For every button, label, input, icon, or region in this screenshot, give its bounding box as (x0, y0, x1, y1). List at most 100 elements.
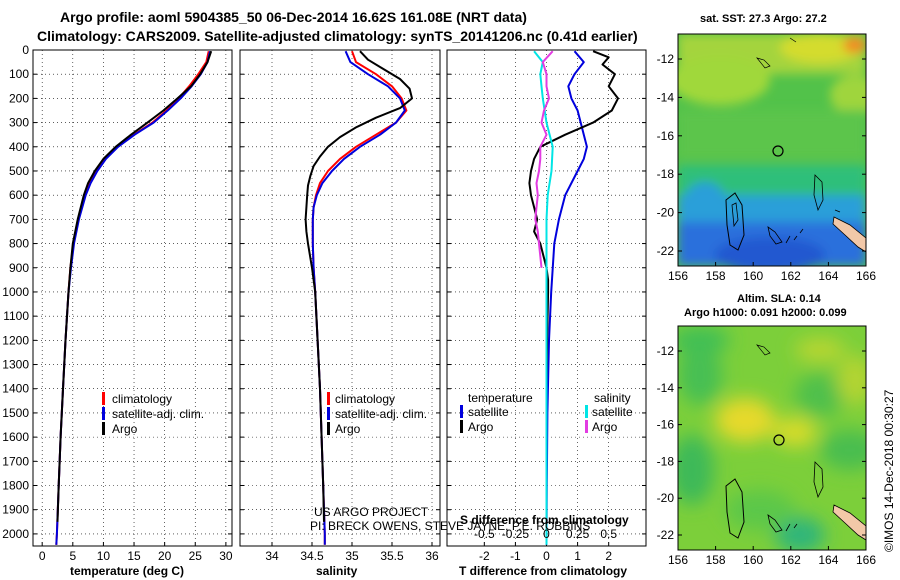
temperature-axis-label: temperature (deg C) (70, 564, 184, 578)
x-tick-label: 30 (219, 549, 233, 563)
depth-tick-label: 1300 (2, 358, 29, 372)
lon-tick-label: 164 (818, 553, 838, 567)
difference-legend: temperature salinity satellite Argo sate… (460, 391, 633, 434)
project-credit: US ARGO PROJECT (314, 505, 429, 519)
depth-tick-label: 0 (22, 43, 29, 57)
depth-tick-label: 1400 (2, 382, 29, 396)
difference-top-axis: -0.5 -0.25 0 0.25 0.5 (474, 527, 617, 541)
lat-tick-label: -14 (657, 90, 675, 104)
depth-tick-label: 1100 (3, 309, 29, 323)
top-tick-label: -0.25 (502, 527, 530, 541)
temperature-panel (32, 49, 233, 547)
depth-tick-label: 1500 (2, 406, 29, 420)
legend-swatch-climatology (327, 392, 330, 405)
sla-map-title-2: Argo h1000: 0.091 h2000: 0.099 (684, 307, 847, 319)
depth-tick-label: 600 (9, 188, 29, 202)
x-tick-label: 15 (127, 549, 141, 563)
legend-satellite: satellite-adj. clim. (335, 407, 427, 421)
x-tick-label: 0 (39, 549, 46, 563)
legend-salinity-title: salinity (594, 391, 631, 405)
lon-tick-label: 160 (743, 269, 763, 283)
salinity-axis-label: salinity (316, 564, 358, 578)
difference-axis-label: T difference from climatology (459, 564, 627, 578)
lat-tick-label: -12 (657, 344, 675, 358)
x-tick-label: 0 (543, 549, 550, 563)
legend-satellite: satellite-adj. clim. (112, 407, 204, 421)
sla-map: -12 -14 -16 -18 -20 -22 156 158 160 162 164 166 (657, 325, 876, 567)
temperature-legend: climatology satellite-adj. clim. Argo (102, 392, 204, 436)
difference-panel (446, 49, 647, 547)
x-tick-label: 35 (345, 549, 359, 563)
x-tick-label: 34.5 (300, 549, 324, 563)
lon-tick-label: 162 (781, 269, 801, 283)
x-tick-label: 5 (69, 549, 76, 563)
sst-map-title: sat. SST: 27.3 Argo: 27.2 (700, 13, 827, 25)
depth-tick-label: 400 (9, 140, 29, 154)
depth-tick-label: 1200 (2, 333, 29, 347)
legend-swatch-t-argo (460, 420, 463, 433)
depth-tick-label: 800 (9, 237, 29, 251)
depth-tick-label: 200 (9, 91, 29, 105)
legend-climatology: climatology (112, 392, 172, 406)
pi-credit: PI: BRECK OWENS, STEVE JAYNE, P.E. ROBBI… (310, 519, 590, 533)
legend-argo: Argo (112, 422, 138, 436)
lat-tick-label: -18 (657, 167, 675, 181)
top-tick-label: 0.5 (600, 527, 617, 541)
depth-tick-label: 1600 (2, 430, 29, 444)
depth-tick-label: 500 (9, 164, 29, 178)
lat-tick-label: -22 (657, 244, 675, 258)
x-tick-label: 1 (574, 549, 581, 563)
depth-axis: 0 100 200 300 400 500 600 700 800 900 1000 1100 1200… (2, 43, 29, 541)
title-line-2: Climatology: CARS2009. Satellite-adjuste… (37, 28, 638, 44)
lat-tick-label: -12 (657, 52, 675, 66)
legend-temperature-title: temperature (468, 391, 533, 405)
lon-tick-label: 166 (856, 269, 876, 283)
lon-tick-label: 164 (818, 269, 838, 283)
s-difference-axis-label: S difference from climatology (460, 513, 629, 527)
top-tick-label: 0 (543, 527, 550, 541)
depth-tick-label: 300 (9, 116, 29, 130)
legend-argo: Argo (335, 422, 361, 436)
x-tick-label: 34 (265, 549, 279, 563)
series-line-argo (304, 50, 413, 522)
x-tick-label: 2 (605, 549, 612, 563)
difference-x-axis: -2 -1 0 1 2 (479, 549, 612, 563)
x-tick-label: 20 (158, 549, 172, 563)
lon-tick-label: 156 (668, 269, 688, 283)
lon-tick-label: 158 (706, 553, 726, 567)
depth-tick-label: 1900 (2, 503, 29, 517)
lon-tick-label: 158 (706, 269, 726, 283)
legend-swatch-s-satellite (585, 405, 588, 418)
legend-s-argo: Argo (592, 420, 618, 434)
depth-tick-label: 1700 (2, 454, 29, 468)
top-tick-label: 0.25 (566, 527, 590, 541)
legend-swatch-argo (102, 422, 105, 435)
sla-map-title-1: Altim. SLA: 0.14 (737, 293, 822, 305)
depth-tick-label: 1000 (2, 285, 29, 299)
title-line-1: Argo profile: aoml 5904385_50 06-Dec-201… (60, 9, 527, 25)
series-line-s-satellite (533, 50, 554, 545)
x-tick-label: 25 (189, 549, 203, 563)
salinity-legend: climatology satellite-adj. clim. Argo (327, 392, 427, 436)
legend-climatology: climatology (335, 392, 395, 406)
legend-swatch-s-argo (585, 420, 588, 433)
top-tick-label: -0.5 (474, 527, 495, 541)
lat-tick-label: -14 (657, 381, 675, 395)
series-line-t-satellite (545, 50, 588, 545)
sst-map: -12 -14 -16 -18 -20 -22 156 158 160 162 164 166 (657, 33, 876, 283)
legend-swatch-satellite (102, 407, 105, 420)
lat-tick-label: -22 (657, 528, 675, 542)
lon-tick-label: 162 (781, 553, 801, 567)
lat-tick-label: -20 (657, 491, 675, 505)
depth-tick-label: 2000 (2, 527, 29, 541)
legend-t-satellite: satellite (468, 405, 509, 419)
legend-swatch-satellite (327, 407, 330, 420)
x-tick-label: 10 (97, 549, 111, 563)
lat-tick-label: -16 (657, 129, 675, 143)
lon-tick-label: 156 (668, 553, 688, 567)
x-tick-label: 35.5 (380, 549, 404, 563)
depth-tick-label: 700 (9, 212, 29, 226)
legend-t-argo: Argo (468, 420, 494, 434)
legend-swatch-climatology (102, 392, 105, 405)
lon-tick-label: 166 (856, 553, 876, 567)
